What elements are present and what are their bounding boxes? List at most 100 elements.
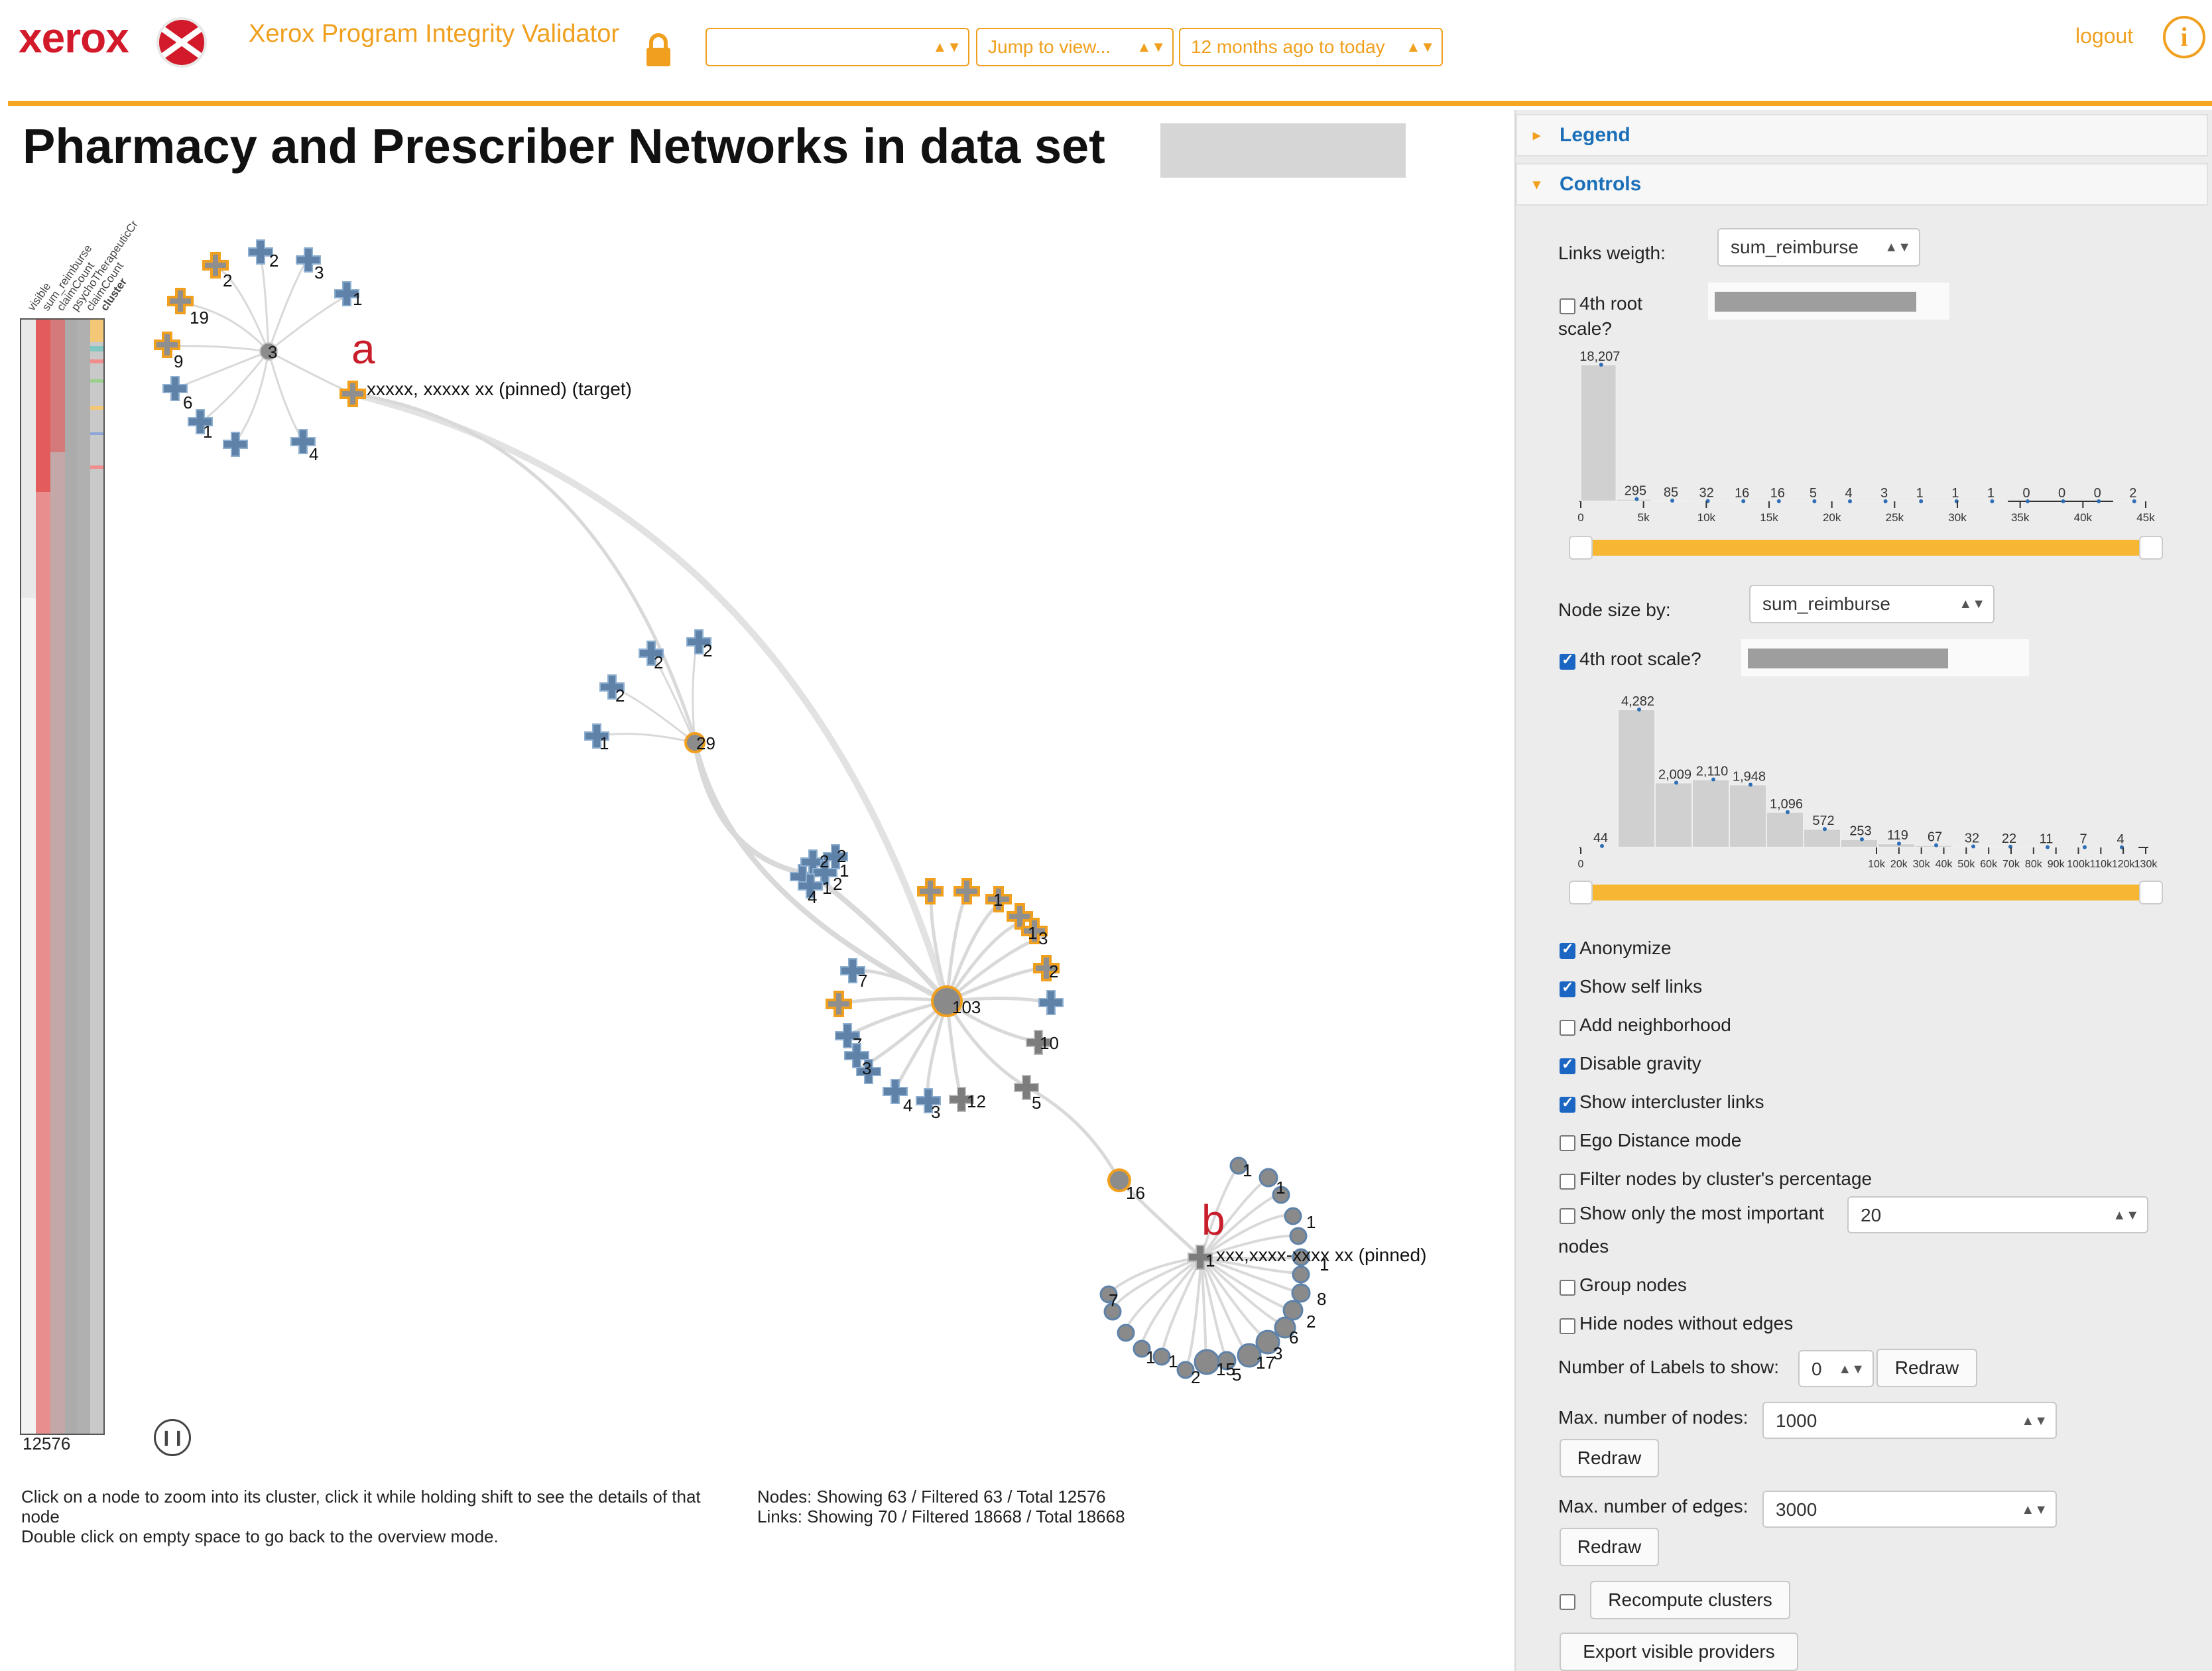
node-label: 1 (1243, 1160, 1252, 1180)
root-scale-links-checkbox[interactable] (1560, 298, 1575, 314)
histogram-bar[interactable] (1766, 811, 1804, 848)
histogram-bar[interactable] (1877, 843, 1916, 849)
histogram-point (1919, 499, 1924, 503)
node-label: 1 (822, 878, 831, 898)
histogram-bar[interactable] (1691, 778, 1730, 849)
slider-handle-min[interactable] (1569, 881, 1593, 904)
pharmacy-node[interactable] (953, 878, 980, 904)
pharmacy-node[interactable] (1274, 1316, 1296, 1339)
max-nodes-stepper[interactable]: 1000 ▲▼ (1762, 1402, 2057, 1439)
histogram-bar[interactable] (1729, 784, 1767, 848)
logout-link[interactable]: logout (2075, 24, 2134, 48)
histogram-value-label: 295 (1625, 484, 1646, 499)
histogram-bar[interactable] (1951, 845, 1990, 849)
cluster-hub-node[interactable] (259, 342, 278, 361)
redraw-edges-button[interactable]: Redraw (1560, 1528, 1659, 1566)
target-pharmacy-node[interactable] (339, 381, 366, 407)
histogram-bar[interactable] (1654, 782, 1693, 848)
max-edges-stepper[interactable]: 3000 ▲▼ (1762, 1491, 2057, 1528)
histogram-bar[interactable] (1580, 364, 1617, 502)
pharmacy-node[interactable] (1237, 1343, 1262, 1368)
links-range-slider[interactable] (1575, 540, 2148, 556)
cluster-hub-node[interactable] (931, 985, 963, 1017)
recompute-clusters-button[interactable]: Recompute clusters (1590, 1581, 1790, 1619)
pharmacy-node[interactable] (1292, 1248, 1310, 1267)
root-scale-nodes-checkbox[interactable] (1560, 651, 1575, 670)
cluster-hub-node[interactable] (1107, 1168, 1131, 1192)
slider-handle-max[interactable] (2139, 536, 2163, 560)
pharmacy-node[interactable] (1229, 1156, 1248, 1175)
pharmacy-node[interactable] (1259, 1168, 1278, 1188)
top-header: xerox Xerox Program Integrity Validator … (0, 0, 2212, 105)
date-range-select[interactable]: 12 months ago to today ▲▼ (1179, 28, 1443, 66)
option-checkbox[interactable] (1560, 1020, 1575, 1036)
hide-nodes-checkbox[interactable] (1560, 1318, 1575, 1334)
select-arrows-icon: ▲▼ (932, 38, 961, 55)
slider-handle-min[interactable] (1569, 536, 1593, 560)
legend-accordion[interactable]: ▸ Legend (1516, 114, 2208, 156)
pharmacy-node[interactable] (1282, 1300, 1304, 1321)
group-nodes-label: Group nodes (1579, 1274, 1687, 1295)
pharmacy-node[interactable] (917, 878, 944, 904)
pharmacy-node[interactable] (1117, 1324, 1135, 1342)
pharmacy-node[interactable] (167, 288, 194, 314)
group-nodes-checkbox[interactable] (1560, 1280, 1575, 1296)
lock-icon[interactable] (643, 32, 674, 69)
histogram-bar[interactable] (1803, 828, 1841, 849)
pharmacy-node[interactable] (1176, 1361, 1195, 1379)
pharmacy-node[interactable] (1272, 1186, 1290, 1204)
pharmacy-node[interactable] (1099, 1285, 1118, 1304)
links-weight-select[interactable]: sum_reimburse ▲▼ (1717, 228, 1920, 267)
node-size-histogram[interactable]: 44 4,282 2,009 2,110 1,948 1,096 572 253 119 67 32… (1565, 690, 2162, 875)
pharmacy-node[interactable] (1291, 1283, 1311, 1303)
histogram-point (1934, 843, 1938, 847)
histogram-tick-label: 20k (1823, 511, 1841, 524)
prescriber-node[interactable] (223, 432, 248, 457)
heatmap-overview[interactable] (20, 318, 105, 1435)
option-checkbox[interactable] (1560, 979, 1575, 997)
pharmacy-node[interactable] (826, 991, 852, 1017)
jump-to-view-select[interactable]: Jump to view... ▲▼ (976, 28, 1174, 66)
pharmacy-node[interactable] (1255, 1330, 1280, 1355)
node-size-range-slider[interactable] (1575, 885, 2148, 900)
redraw-labels-button[interactable]: Redraw (1876, 1349, 1977, 1387)
node-size-select[interactable]: sum_reimburse ▲▼ (1749, 585, 1995, 623)
pharmacy-node[interactable] (1289, 1227, 1308, 1245)
slider-handle-max[interactable] (2139, 881, 2163, 904)
cluster-hub-node[interactable] (684, 732, 706, 753)
pharmacy-node[interactable] (1103, 1302, 1122, 1321)
pause-button[interactable]: ❙❙ (154, 1419, 191, 1456)
histogram-bar[interactable] (1617, 709, 1656, 848)
links-histogram[interactable]: 18,207 295 85 32 16 16 5 4 3 1 1 1 0 0 0 2 0 5k 10k 15k 20k… (1565, 345, 2162, 530)
recompute-clusters-checkbox[interactable] (1560, 1594, 1575, 1610)
histogram-bar[interactable] (1840, 838, 1878, 849)
pharmacy-node[interactable] (1284, 1207, 1302, 1225)
option-checkbox[interactable] (1560, 1056, 1575, 1074)
num-labels-stepper[interactable]: 0 ▲▼ (1798, 1350, 1874, 1387)
histogram-tick-label: 5k (1638, 511, 1650, 524)
option-checkbox[interactable] (1560, 1174, 1575, 1190)
pharmacy-node[interactable] (1292, 1265, 1310, 1284)
pharmacy-node[interactable] (1194, 1349, 1220, 1375)
controls-accordion[interactable]: ▾ Controls (1516, 163, 2208, 206)
pharmacy-node[interactable] (1152, 1347, 1171, 1366)
dataset-select[interactable]: ▲▼ (706, 28, 969, 66)
histogram-bar[interactable] (1615, 498, 1653, 503)
option-checkbox[interactable] (1560, 1135, 1575, 1151)
network-graph[interactable]: 3 2 3 2 19 1 9 6 1 4 xxxxx, xxxxx xx (pi… (0, 0, 1512, 1459)
important-nodes-stepper[interactable]: 20 ▲▼ (1847, 1196, 2148, 1233)
node-label: 19 (190, 308, 209, 328)
export-visible-providers-button[interactable]: Export visible providers (1560, 1633, 1798, 1671)
redraw-nodes-button[interactable]: Redraw (1560, 1439, 1659, 1477)
option-checkbox[interactable] (1560, 940, 1575, 959)
prescriber-node[interactable] (1038, 990, 1064, 1015)
histogram-bar[interactable] (1914, 844, 1953, 849)
important-nodes-checkbox[interactable] (1560, 1208, 1575, 1224)
histogram-value-label: 4,282 (1621, 694, 1654, 709)
option-checkbox[interactable] (1560, 1094, 1575, 1113)
pharmacy-node[interactable] (1133, 1339, 1151, 1358)
histogram-tick-label: 70k (2002, 859, 2020, 870)
info-icon[interactable]: i (2163, 16, 2205, 58)
heatmap-canvas[interactable] (21, 320, 103, 1434)
histogram-bar[interactable] (1580, 845, 1619, 849)
